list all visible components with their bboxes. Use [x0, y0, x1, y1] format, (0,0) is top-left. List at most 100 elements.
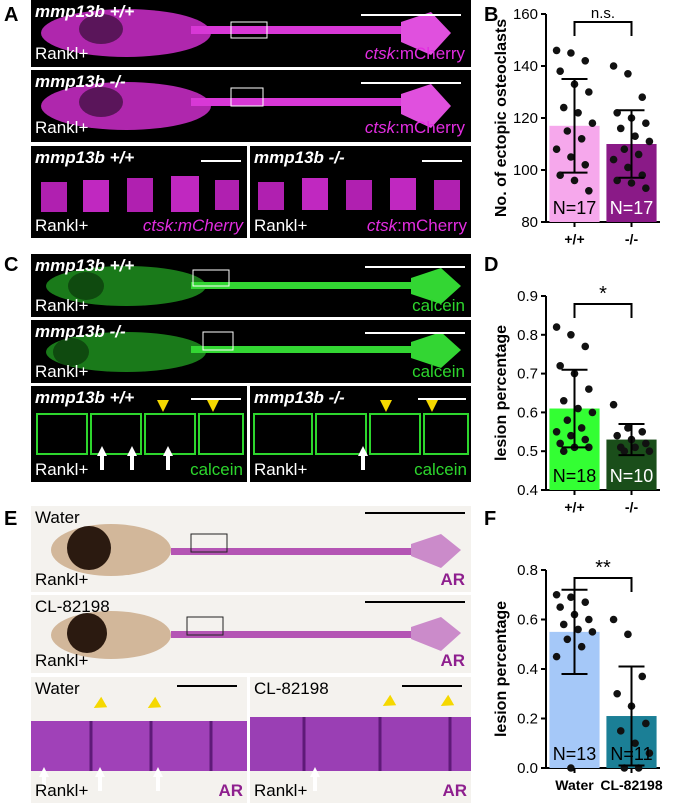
- data-point: [556, 67, 564, 75]
- panel-c-zoom-1: [36, 400, 244, 470]
- condition-label: CL-82198: [35, 597, 110, 616]
- data-point: [585, 187, 593, 195]
- y-tick-label: 0.7: [517, 366, 538, 383]
- data-point: [624, 424, 632, 432]
- y-tick-label: 0.8: [517, 562, 538, 579]
- data-point: [624, 70, 632, 78]
- panel-label-e: E: [4, 508, 18, 530]
- panel-a-fish-2: [41, 82, 451, 130]
- data-point: [556, 362, 564, 370]
- data-point: [642, 184, 650, 192]
- stain-label: AR: [440, 570, 465, 589]
- significance-label: **: [595, 557, 611, 579]
- data-point: [581, 161, 590, 169]
- x-tick-label: CL-82198: [600, 777, 662, 793]
- data-point: [577, 424, 586, 432]
- data-point: [634, 150, 643, 159]
- reporter-label: ctsk:mCherry: [367, 216, 467, 236]
- data-point: [577, 135, 586, 143]
- panel-label-f: F: [484, 508, 497, 530]
- panel-label-a: A: [4, 4, 19, 26]
- data-point: [645, 137, 654, 146]
- data-point: [613, 689, 621, 698]
- stain-label: calcein: [412, 362, 465, 381]
- data-point: [631, 443, 639, 452]
- x-tick-label: +/+: [564, 231, 584, 247]
- n-label: N=13: [553, 744, 597, 764]
- data-point: [563, 416, 572, 424]
- panel-label-c: C: [4, 254, 19, 276]
- treatment-label: Rankl+: [35, 651, 89, 670]
- y-tick-label: 140: [513, 58, 538, 75]
- y-tick-label: 0.5: [517, 443, 538, 460]
- reporter-italic: ctsk: [366, 216, 398, 235]
- stain-label: AR: [442, 781, 467, 800]
- y-tick-label: 0.2: [517, 711, 538, 728]
- treatment-label: Rankl+: [35, 570, 89, 589]
- data-point: [585, 443, 593, 452]
- y-axis-label: lesion percentage: [493, 601, 510, 737]
- treatment-label: Rankl+: [35, 781, 89, 800]
- data-point: [616, 727, 625, 735]
- significance-label: n.s.: [591, 5, 615, 22]
- scale-bar: [365, 266, 465, 268]
- scale-bar: [361, 14, 461, 16]
- scale-bar: [361, 82, 461, 84]
- condition-label: Water: [35, 508, 80, 527]
- data-point: [645, 447, 654, 456]
- scale-bar: [418, 398, 466, 400]
- data-point: [581, 435, 590, 444]
- data-point: [556, 439, 564, 448]
- data-point: [613, 431, 621, 440]
- treatment-label: Rankl+: [35, 118, 89, 137]
- data-point: [563, 635, 572, 644]
- genotype-label: mmp13b +/+: [35, 2, 135, 21]
- data-point: [585, 385, 593, 393]
- scale-bar: [402, 685, 462, 687]
- scale-bar: [191, 398, 241, 400]
- scale-bar: [422, 160, 462, 162]
- stain-label: calcein: [190, 460, 243, 479]
- data-point: [574, 109, 582, 117]
- data-point: [552, 145, 561, 153]
- n-label: N=10: [610, 466, 654, 486]
- panel-a-image-2: mmp13b -/- Rankl+ ctsk:mCherry: [31, 70, 471, 142]
- data-point: [581, 342, 590, 351]
- panel-a-image-4: mmp13b -/- Rankl+ ctsk:mCherry: [250, 146, 471, 238]
- stain-label: AR: [440, 651, 465, 670]
- genotype-label: mmp13b -/-: [254, 148, 345, 167]
- panel-c-zoom-2: [253, 400, 469, 470]
- data-point: [574, 625, 582, 634]
- data-point: [581, 598, 590, 606]
- x-tick-label: -/-: [625, 499, 639, 515]
- panel-e-image-2: CL-82198 Rankl+ AR: [31, 595, 471, 673]
- data-point: [642, 119, 650, 127]
- reporter-label: ctsk:mCherry: [142, 216, 243, 235]
- data-point: [567, 49, 575, 57]
- data-point: [567, 331, 575, 339]
- reporter-rest: :mCherry: [397, 216, 467, 235]
- data-point: [567, 593, 575, 602]
- data-point: [570, 176, 579, 185]
- y-tick-label: 0.4: [517, 482, 538, 499]
- panel-a-image-1: mmp13b +/+ Rankl+ ctsk:mCherry: [31, 0, 471, 67]
- genotype-label: mmp13b +/+: [35, 388, 135, 407]
- panel-a-fish-1: [41, 9, 451, 57]
- panel-a-zoom-2: [258, 178, 460, 210]
- data-point: [552, 323, 561, 331]
- data-point: [631, 132, 639, 140]
- data-point: [642, 719, 650, 728]
- data-point: [567, 153, 575, 161]
- y-tick-label: 100: [513, 162, 538, 179]
- y-tick-label: 80: [521, 214, 538, 231]
- panel-e-fish-1: [51, 524, 461, 576]
- condition-label: Water: [35, 679, 80, 698]
- y-axis-label: lesion percentage: [493, 325, 510, 461]
- data-point: [609, 615, 618, 624]
- data-point: [627, 179, 636, 187]
- data-point: [559, 620, 568, 629]
- panel-c-image-2: mmp13b -/- Rankl+ calcein: [31, 320, 471, 383]
- genotype-label: mmp13b +/+: [35, 148, 135, 167]
- data-point: [588, 628, 597, 636]
